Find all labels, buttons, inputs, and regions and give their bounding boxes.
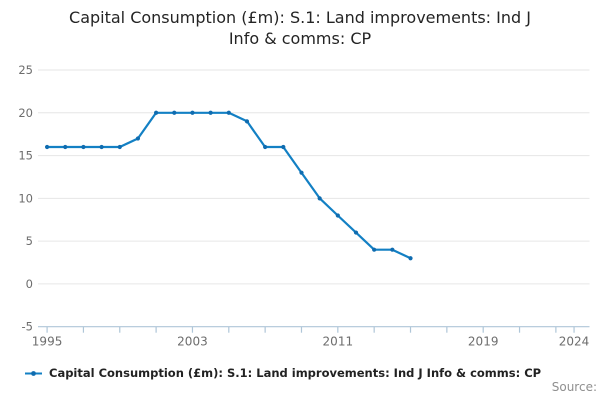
data-point: [353, 230, 359, 235]
data-point: [408, 256, 413, 261]
x-tick-label: 1995: [32, 335, 63, 349]
chart-title-line1: Capital Consumption (£m): S.1: Land impr…: [69, 8, 531, 27]
data-point: [208, 110, 213, 115]
data-point: [154, 110, 159, 115]
data-point: [244, 119, 250, 124]
data-point: [317, 196, 322, 201]
chart-title: Capital Consumption (£m): S.1: Land impr…: [0, 7, 600, 49]
x-tick-label: 2024: [559, 335, 590, 349]
data-point: [299, 170, 304, 175]
data-point: [190, 110, 195, 115]
data-point: [81, 144, 86, 150]
series-line: [45, 111, 412, 260]
data-point: [390, 247, 395, 252]
x-tick-label: 2019: [468, 335, 499, 349]
data-point: [226, 110, 231, 115]
chart-title-line2: Info & comms: CP: [228, 29, 372, 48]
data-point: [135, 136, 141, 141]
y-tick-label: 0: [26, 277, 33, 291]
data-point: [335, 213, 340, 218]
y-tick-label: 5: [26, 234, 33, 248]
source-note: Source:: [551, 380, 597, 394]
y-tick-label: -5: [22, 320, 33, 334]
legend-item[interactable]: Capital Consumption (£m): S.1: Land impr…: [25, 366, 541, 380]
data-point: [117, 144, 122, 150]
data-point: [263, 144, 268, 150]
x-tick-label: 2011: [323, 335, 354, 349]
data-point: [172, 110, 177, 115]
data-point: [281, 144, 286, 150]
data-point: [372, 247, 377, 252]
y-tick-label: 20: [18, 106, 33, 120]
legend-label: Capital Consumption (£m): S.1: Land impr…: [49, 366, 542, 380]
y-tick-label: 10: [18, 191, 33, 205]
data-point: [99, 144, 104, 150]
y-tick-label: 25: [18, 63, 33, 77]
y-tick-label: 15: [18, 149, 33, 163]
x-tick-label: 2003: [177, 335, 208, 349]
data-point: [44, 144, 50, 150]
data-point: [63, 144, 68, 150]
legend-line-marker-icon: [25, 370, 42, 376]
